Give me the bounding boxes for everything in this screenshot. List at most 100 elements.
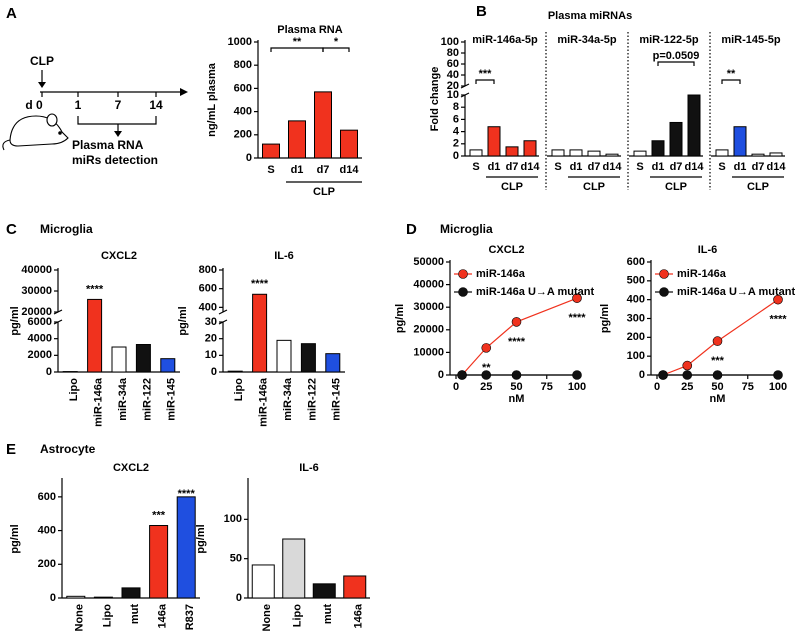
y-tick-label: 800 — [199, 264, 217, 276]
section-title: Microglia — [40, 222, 93, 236]
x-tick-label: miR-122 — [141, 378, 153, 421]
chart-title: CXCL2 — [101, 250, 137, 262]
y-tick-label: 0 — [453, 150, 459, 162]
significance-label: p=0.0509 — [653, 50, 700, 62]
arrow-head — [38, 82, 46, 88]
significance-label: **** — [178, 488, 196, 500]
chart-title: Plasma RNA — [277, 24, 342, 36]
point — [658, 370, 668, 380]
group-label: CLP — [747, 181, 769, 193]
chart-title: CXCL2 — [113, 462, 149, 474]
bar — [469, 149, 483, 157]
bar — [149, 525, 169, 599]
x-tick-label: Lipo — [68, 378, 80, 401]
series-line — [461, 297, 578, 376]
y-axis-label: pg/ml — [177, 306, 189, 335]
y-tick-label: 2 — [453, 138, 459, 150]
y-tick-label: 0 — [50, 592, 56, 604]
chart-title: IL-6 — [299, 462, 319, 474]
bar — [282, 538, 306, 599]
bar — [252, 293, 268, 373]
y-axis-label: pg/ml — [9, 306, 21, 335]
panel-title: miR-145-5p — [721, 34, 781, 46]
y-tick-label: 20 — [447, 80, 459, 92]
x-tick-label: d7 — [670, 161, 683, 173]
x-tick-label: 146a — [353, 603, 365, 628]
bar — [262, 143, 280, 159]
panel-label: B — [476, 3, 487, 20]
y-tick-label: 10000 — [413, 346, 444, 358]
x-tick-label: d14 — [685, 161, 705, 173]
y-tick-label: 0 — [246, 152, 252, 164]
bar — [251, 564, 275, 599]
timeline-diagram: CLP d 0 1 7 14 Plasma RNA miRs detection — [2, 54, 188, 167]
mouse-icon — [2, 113, 69, 151]
panel-title: miR-34a-5p — [557, 34, 617, 46]
significance-label: ** — [727, 68, 736, 80]
x-tick-label: d1 — [570, 161, 583, 173]
y-tick-label: 60 — [447, 58, 459, 70]
bar — [227, 370, 243, 373]
panel-title: miR-146a-5p — [472, 34, 538, 46]
bar — [87, 298, 103, 373]
legend-label: miR-146a — [677, 268, 727, 280]
legend-marker — [659, 269, 669, 279]
panel-title: miR-122-5p — [639, 34, 699, 46]
y-tick-label: 40000 — [21, 264, 52, 276]
x-tick-label: miR-146a — [258, 377, 270, 427]
significance-label: *** — [711, 355, 725, 367]
x-tick-label: 146a — [157, 603, 169, 628]
x-tick-label: None — [261, 604, 273, 632]
y-tick-label: 300 — [627, 312, 645, 324]
bracket — [77, 116, 157, 125]
x-tick-label: d7 — [588, 161, 601, 173]
group-label: CLP — [313, 186, 335, 198]
y-tick-label: 6 — [453, 113, 459, 125]
significance-bracket — [657, 61, 695, 66]
bar — [551, 149, 565, 157]
x-tick-label: 25 — [480, 381, 492, 393]
readout-label: miRs detection — [72, 153, 158, 167]
series-line — [662, 299, 779, 376]
bar — [325, 353, 341, 373]
bar — [633, 150, 647, 157]
section-title: Astrocyte — [40, 442, 96, 456]
x-tick-label: 50 — [711, 381, 723, 393]
y-tick-label: 20000 — [21, 306, 52, 318]
y-axis-label: pg/ml — [195, 524, 207, 553]
group-label: CLP — [665, 181, 687, 193]
y-tick-label: 600 — [199, 283, 217, 295]
significance-label: **** — [251, 278, 269, 290]
point — [481, 343, 492, 353]
significance-label: **** — [508, 336, 526, 348]
y-tick-label: 80 — [447, 47, 459, 59]
bar — [300, 343, 316, 373]
bar — [121, 587, 141, 599]
y-axis-label: ng/mL plasma — [206, 62, 218, 137]
y-tick-label: 200 — [627, 331, 645, 343]
point — [572, 293, 582, 303]
significance-label: ** — [293, 36, 302, 48]
y-tick-label: 20 — [205, 333, 217, 345]
day-label: 7 — [115, 98, 122, 112]
chart-title: IL-6 — [698, 244, 718, 256]
bar — [769, 152, 783, 157]
x-tick-label: d14 — [603, 161, 623, 173]
x-tick-label: S — [267, 164, 274, 176]
point — [572, 370, 582, 380]
y-tick-label: 30000 — [21, 285, 52, 297]
bar — [276, 339, 292, 373]
arrow-head — [114, 131, 122, 137]
group-label: CLP — [501, 181, 523, 193]
event-label: CLP — [30, 54, 54, 68]
x-tick-label: d14 — [340, 164, 360, 176]
y-tick-label: 50000 — [413, 256, 444, 268]
significance-bracket — [721, 79, 741, 84]
y-tick-label: 0 — [46, 366, 52, 378]
x-tick-label: miR-145 — [331, 378, 343, 421]
bar — [587, 150, 601, 157]
bar — [487, 126, 501, 157]
x-axis-label: nM — [710, 393, 726, 405]
point — [712, 370, 723, 380]
bar — [523, 140, 537, 157]
